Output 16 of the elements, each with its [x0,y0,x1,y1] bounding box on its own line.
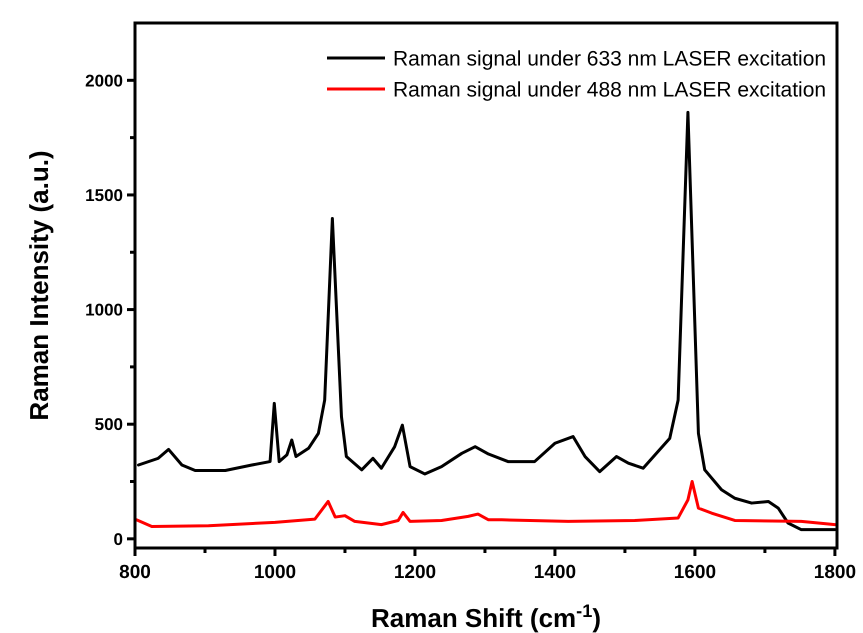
x-tick-label: 1200 [394,562,436,583]
x-tick-label: 800 [119,562,151,583]
x-tick-label: 1600 [674,562,716,583]
legend-label: Raman signal under 633 nm LASER excitation [393,47,826,70]
line-series [135,480,836,528]
x-tick-label: 1000 [254,562,296,583]
x-tick-label: 1800 [814,562,856,583]
y-tick-label: 1500 [85,186,123,205]
y-tick-label: 0 [114,530,123,549]
y-axis-title: Raman Intensity (a.u.) [24,150,54,421]
x-axis-title: Raman Shift (cm$^{-1}$) [371,601,601,633]
y-tick-label: 500 [94,415,123,434]
x-tick-label: 1400 [534,562,576,583]
y-tick-label: 1000 [85,300,123,320]
legend-label: Raman signal under 488 nm LASER excitation [393,78,826,102]
y-tick-label: 2000 [85,71,123,90]
